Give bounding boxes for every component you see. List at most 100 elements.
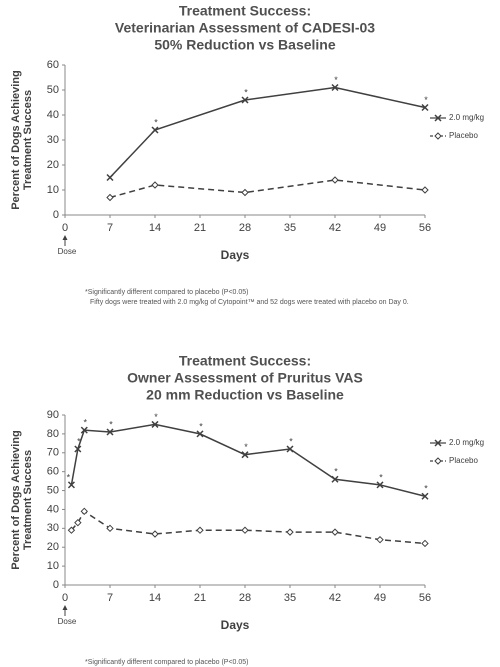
- x-tick-label: 14: [149, 222, 161, 234]
- x-tick-label: 42: [329, 222, 341, 234]
- point-marker: [106, 193, 114, 202]
- point-marker: [106, 173, 114, 182]
- dose-label: Dose: [58, 247, 77, 256]
- x-tick-label: 28: [239, 222, 251, 234]
- y-tick-label: 10: [47, 184, 59, 196]
- y-tick-label: 80: [47, 428, 59, 440]
- y-tick-label: 0: [53, 209, 59, 221]
- point-marker: [421, 186, 429, 194]
- x-tick-label: 56: [419, 222, 431, 234]
- chart-title: 20 mm Reduction vs Baseline: [146, 387, 344, 403]
- footnote: *Significantly different compared to pla…: [85, 289, 249, 296]
- x-tick-label: 7: [107, 222, 113, 234]
- point-marker: [196, 430, 204, 438]
- point-marker: [241, 188, 249, 197]
- x-tick-label: 42: [329, 592, 341, 604]
- x-tick-label: 28: [239, 592, 251, 604]
- point-marker: [331, 83, 339, 92]
- marker-stroke: [67, 481, 75, 489]
- point-marker: [74, 518, 82, 527]
- legend-label: Placebo: [449, 456, 478, 465]
- point-marker: [421, 492, 429, 500]
- x-tick-label: 56: [419, 592, 431, 604]
- marker-stroke: [151, 420, 159, 428]
- marker-stroke: [434, 439, 442, 447]
- footnote: Fifty dogs were treated with 2.0 mg/kg o…: [90, 299, 409, 306]
- marker-stroke: [106, 173, 114, 182]
- x-tick-label: 0: [62, 222, 68, 234]
- point-marker: [434, 457, 442, 465]
- point-marker: [286, 528, 294, 536]
- x-tick-label: 21: [194, 222, 206, 234]
- significance-mark: *: [334, 467, 338, 477]
- y-tick-label: 30: [47, 522, 59, 534]
- marker-stroke: [241, 96, 249, 104]
- significance-mark: *: [67, 472, 71, 482]
- point-marker: [74, 445, 82, 453]
- significance-mark: *: [379, 472, 383, 482]
- y-tick-label: 50: [47, 84, 59, 96]
- chart-title: 50% Reduction vs Baseline: [154, 37, 336, 53]
- point-marker: [151, 126, 159, 134]
- series-line: [109, 179, 426, 199]
- point-marker: [376, 481, 384, 489]
- chart-title: Treatment Success:: [179, 353, 311, 369]
- point-marker: [331, 528, 339, 536]
- chart-title: Owner Assessment of Pruritus VAS: [127, 370, 363, 386]
- marker-stroke: [74, 445, 82, 453]
- marker-stroke: [376, 481, 384, 489]
- y-tick-label: 10: [47, 560, 59, 572]
- marker-stroke: [421, 103, 429, 112]
- y-tick-label: 40: [47, 503, 59, 515]
- point-marker: [106, 428, 114, 436]
- x-tick-label: 35: [284, 222, 296, 234]
- point-marker: [151, 530, 159, 538]
- point-marker: [196, 526, 204, 534]
- y-tick-label: 30: [47, 134, 59, 146]
- x-tick-label: 49: [374, 222, 386, 234]
- point-marker: [106, 524, 114, 533]
- marker-stroke: [331, 83, 339, 92]
- significance-mark: *: [334, 75, 338, 85]
- footnote: *Significantly different compared to pla…: [85, 659, 249, 666]
- x-tick-label: 14: [149, 592, 161, 604]
- y-axis-label: Percent of Dogs Achieving: [10, 70, 22, 210]
- y-axis-label: Treatment Success: [22, 450, 34, 550]
- dose-label: Dose: [58, 617, 77, 626]
- series-line: [70, 510, 426, 545]
- significance-mark: *: [424, 95, 428, 105]
- y-tick-label: 50: [47, 484, 59, 496]
- legend-label: 2.0 mg/kg: [449, 113, 484, 122]
- point-marker: [286, 445, 294, 453]
- x-axis-label: Days: [221, 248, 250, 262]
- significance-mark: *: [199, 421, 203, 431]
- point-marker: [151, 420, 159, 428]
- y-tick-label: 20: [47, 159, 59, 171]
- x-tick-label: 49: [374, 592, 386, 604]
- x-tick-label: 35: [284, 592, 296, 604]
- marker-stroke: [241, 451, 249, 459]
- point-marker: [151, 181, 159, 189]
- marker-stroke: [286, 445, 294, 453]
- significance-mark: *: [244, 442, 248, 452]
- point-marker: [331, 475, 339, 483]
- marker-stroke: [196, 430, 204, 438]
- x-axis-label: Days: [221, 618, 250, 632]
- marker-stroke: [434, 114, 442, 122]
- point-marker: [434, 132, 442, 140]
- dose-arrow-head: [62, 235, 68, 240]
- dose-arrow-head: [62, 605, 68, 610]
- point-marker: [421, 539, 429, 548]
- y-tick-label: 60: [47, 59, 59, 71]
- point-marker: [376, 535, 384, 544]
- point-marker: [241, 451, 249, 459]
- x-tick-label: 21: [194, 592, 206, 604]
- legend-label: 2.0 mg/kg: [449, 438, 484, 447]
- chart-title: Treatment Success:: [179, 3, 311, 19]
- marker-stroke: [151, 126, 159, 134]
- point-marker: [434, 114, 442, 122]
- y-tick-label: 70: [47, 447, 59, 459]
- significance-mark: *: [154, 412, 158, 422]
- point-marker: [434, 439, 442, 447]
